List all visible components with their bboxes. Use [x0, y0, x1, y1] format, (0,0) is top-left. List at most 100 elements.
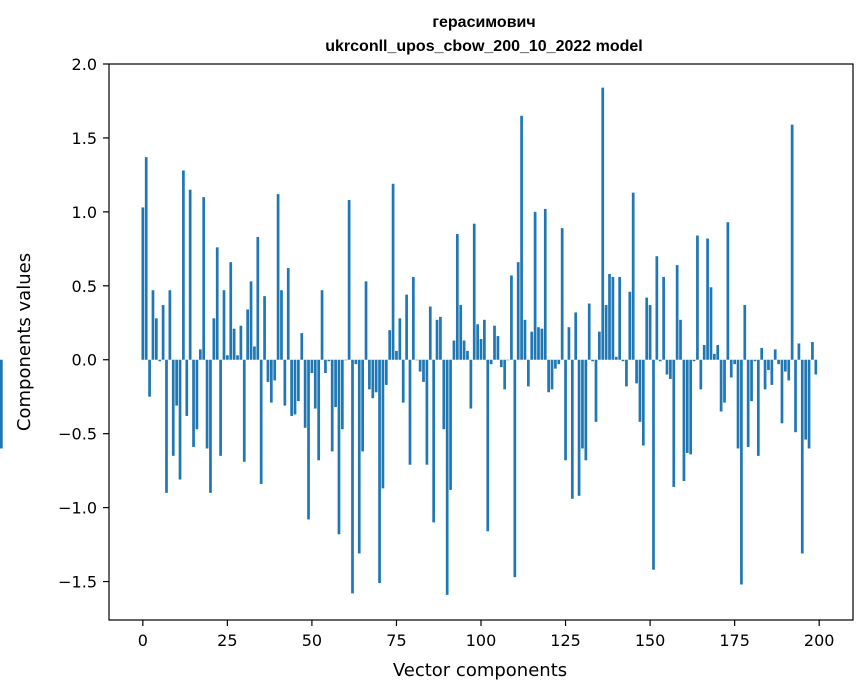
bar	[398, 318, 402, 360]
bar	[368, 359, 371, 390]
bar	[594, 359, 598, 422]
bar	[584, 359, 588, 461]
bar	[198, 349, 202, 360]
x-tick-label: 200	[804, 631, 835, 650]
bar	[320, 290, 324, 360]
bar	[405, 294, 408, 360]
bar	[171, 359, 175, 456]
x-axis-label: Vector components	[393, 660, 567, 681]
bar	[679, 319, 682, 360]
bar	[726, 222, 730, 360]
bar	[462, 340, 466, 360]
x-tick-label: 175	[719, 631, 750, 650]
bar	[543, 208, 547, 360]
bar	[540, 328, 544, 360]
bar	[263, 296, 266, 360]
bar	[787, 359, 791, 381]
bar	[412, 276, 415, 360]
y-axis-label: Components values	[14, 253, 35, 431]
bar	[161, 305, 165, 360]
bar	[205, 359, 209, 449]
bar	[188, 189, 192, 360]
bar	[601, 87, 605, 360]
bar	[709, 287, 713, 360]
bar	[452, 340, 456, 360]
bar	[165, 359, 168, 493]
y-tick-label: −1.5	[58, 573, 97, 592]
bar	[638, 359, 642, 422]
bar	[811, 342, 814, 360]
bar	[428, 306, 432, 360]
bar	[760, 347, 764, 360]
bar	[432, 359, 436, 523]
bar	[246, 309, 250, 360]
bar	[215, 247, 219, 360]
bar	[229, 262, 233, 360]
bar	[371, 359, 375, 399]
bar	[750, 359, 753, 402]
bar	[178, 359, 182, 480]
bar	[378, 359, 381, 584]
bar	[503, 359, 507, 390]
y-tick-label: 1.0	[72, 203, 97, 222]
bar	[435, 319, 439, 360]
bar	[185, 359, 189, 416]
bar	[773, 349, 777, 360]
x-tick-label: 50	[302, 631, 322, 650]
bar	[141, 207, 145, 360]
bar	[273, 359, 277, 381]
bar	[604, 305, 608, 360]
bar	[797, 343, 801, 360]
bar	[550, 359, 554, 390]
bar	[280, 290, 283, 360]
bar	[621, 359, 625, 362]
bar	[631, 192, 635, 360]
bar	[158, 359, 162, 362]
bar	[445, 359, 449, 595]
bar	[672, 359, 676, 487]
bar	[790, 124, 794, 360]
bar	[310, 359, 314, 374]
bar	[391, 183, 395, 360]
bar	[746, 359, 750, 447]
bar	[307, 359, 310, 520]
bar	[665, 359, 669, 375]
bar	[195, 359, 199, 430]
bar	[364, 281, 368, 360]
bar	[357, 359, 361, 554]
bar	[222, 290, 226, 360]
bar	[513, 359, 517, 578]
x-tick-label: 75	[386, 631, 406, 650]
bar	[733, 359, 736, 365]
bar	[300, 333, 304, 360]
bar	[699, 359, 703, 390]
axes: 0 25 50 75 100 125 150 175 200 −1.5 −1.0 −0.5 0.0 0.5…	[58, 55, 854, 650]
bar	[395, 350, 398, 360]
bar	[351, 359, 354, 594]
bar	[242, 359, 246, 462]
bar	[266, 359, 270, 382]
bar	[547, 359, 550, 393]
bar	[669, 359, 672, 379]
bar	[313, 359, 317, 409]
bar	[523, 319, 527, 360]
bar	[598, 331, 601, 360]
bar	[469, 359, 473, 409]
bar	[723, 359, 726, 403]
bar	[384, 359, 388, 385]
bar	[283, 359, 287, 406]
bar	[324, 359, 327, 374]
bar	[554, 359, 557, 369]
bar	[510, 275, 513, 360]
bar	[743, 305, 747, 360]
bar	[330, 359, 334, 452]
bar	[344, 359, 348, 361]
bar	[239, 325, 243, 360]
bar	[293, 359, 297, 415]
bar	[236, 355, 239, 360]
bar	[0, 359, 3, 449]
chart-subtitle: ukrconll_upos_cbow_200_10_2022 model	[325, 38, 642, 55]
bar	[689, 359, 693, 455]
bar	[472, 223, 476, 360]
bar	[702, 344, 706, 360]
